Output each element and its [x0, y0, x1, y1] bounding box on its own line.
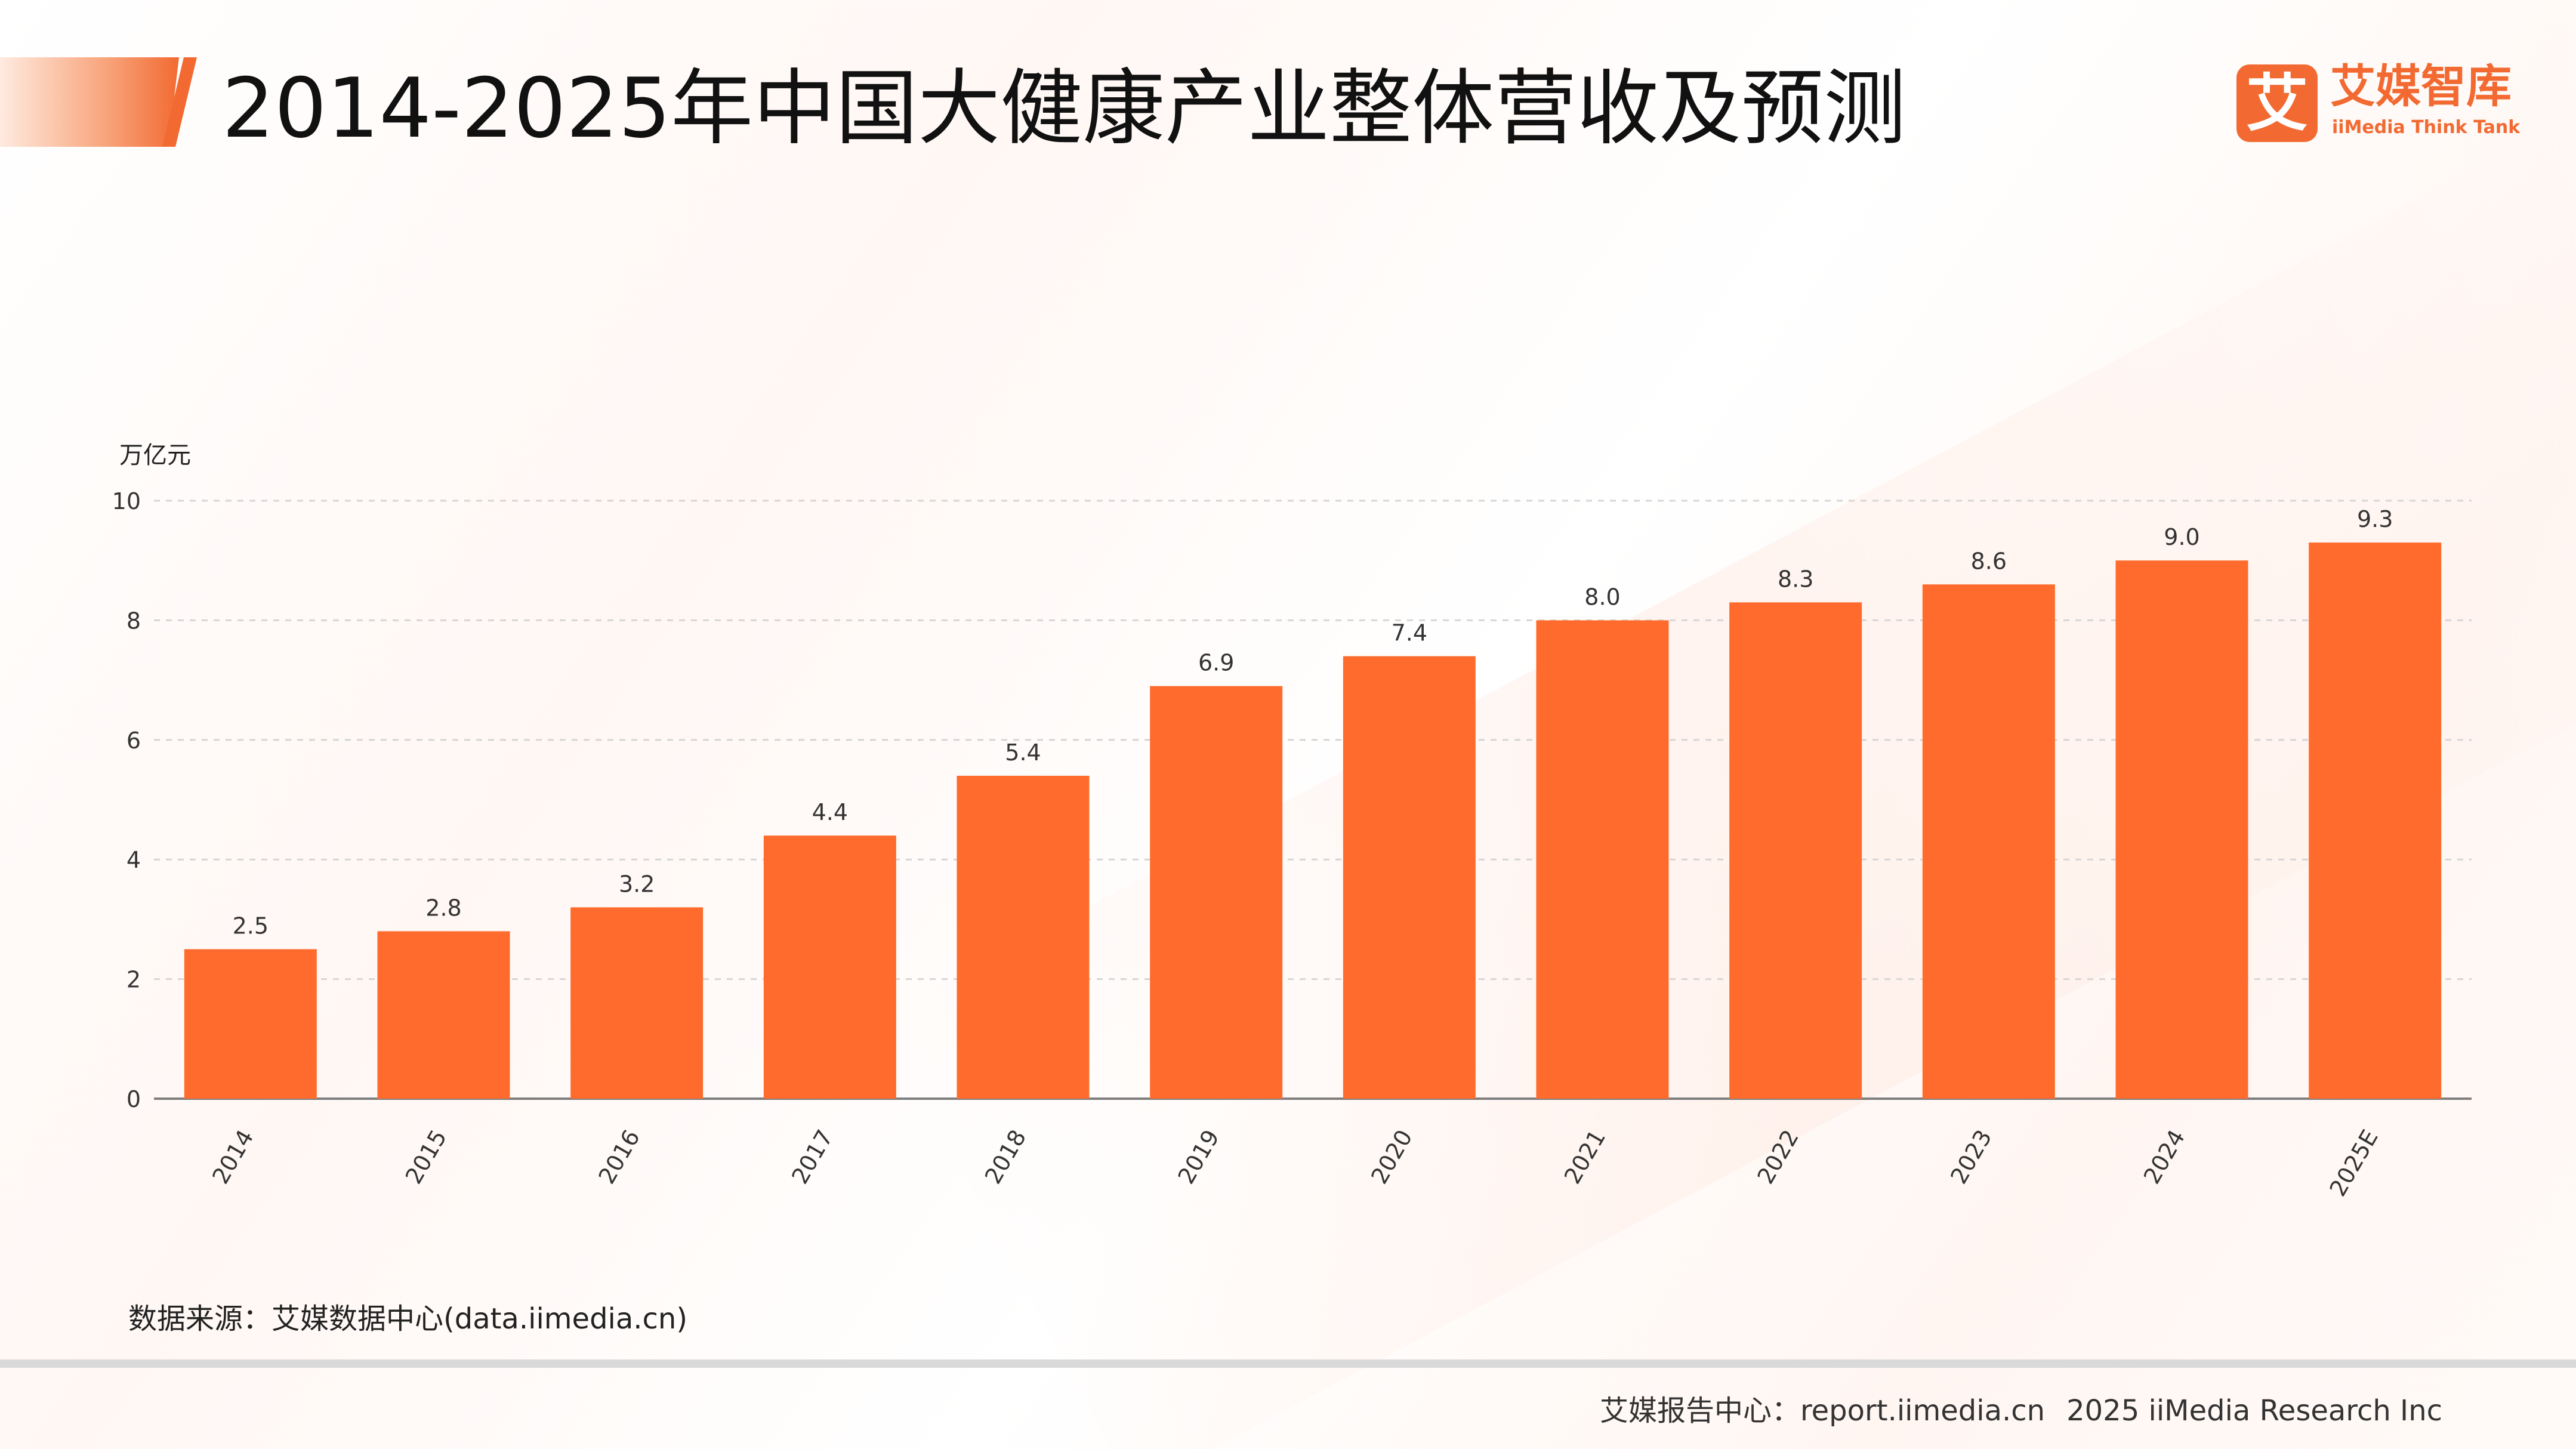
bar	[1150, 686, 1283, 1099]
y-tick-label: 8	[127, 608, 141, 634]
data-label: 5.4	[1005, 739, 1041, 766]
logo-name-en: iiMedia Think Tank	[2332, 117, 2521, 138]
y-tick-label: 0	[127, 1086, 141, 1112]
bar	[1343, 656, 1476, 1099]
bar	[570, 907, 704, 1099]
bar	[1729, 602, 1862, 1099]
title-accent-bar	[0, 57, 179, 147]
iimedia-logo-icon: 艾	[2236, 64, 2318, 142]
y-axis-unit-label: 万亿元	[119, 442, 191, 469]
data-label: 2.8	[425, 895, 461, 921]
x-tick-label: 2020	[1366, 1126, 1417, 1189]
y-tick-label: 6	[127, 727, 141, 754]
data-label: 8.0	[1584, 584, 1620, 610]
x-tick-label: 2024	[2139, 1126, 2190, 1189]
bar	[763, 836, 896, 1099]
bar	[1922, 584, 2055, 1099]
x-tick-label: 2025E	[2324, 1126, 2383, 1201]
bar	[957, 775, 1090, 1099]
logo-name-cn: 艾媒智库	[2330, 60, 2512, 113]
bar	[2115, 560, 2248, 1099]
x-tick-label: 2014	[207, 1126, 258, 1189]
data-label: 6.9	[1198, 650, 1234, 676]
x-tick-label: 2017	[786, 1126, 838, 1189]
bar	[2309, 542, 2442, 1099]
x-tick-label: 2021	[1559, 1126, 1611, 1189]
y-tick-label: 10	[112, 488, 141, 514]
bar	[184, 949, 317, 1099]
data-label: 8.6	[1971, 548, 2007, 574]
page-title: 2014-2025年中国大健康产业整体营收及预测	[222, 60, 1906, 156]
footer-copyright: 2025 iiMedia Research Inc	[2066, 1394, 2442, 1428]
x-tick-label: 2015	[400, 1126, 452, 1189]
x-tick-label: 2023	[1945, 1126, 1997, 1189]
x-tick-label: 2022	[1752, 1126, 1803, 1189]
bar	[1536, 620, 1669, 1099]
data-source: 数据来源：艾媒数据中心(data.iimedia.cn)	[128, 1302, 688, 1336]
data-label: 7.4	[1392, 620, 1427, 646]
data-label: 3.2	[619, 871, 655, 897]
footer: 艾媒报告中心：report.iimedia.cn 2025 iiMedia Res…	[1578, 1387, 2442, 1429]
footer-divider	[0, 1359, 2576, 1368]
data-label: 8.3	[1778, 566, 1813, 592]
y-tick-label: 2	[127, 967, 141, 993]
x-tick-label: 2016	[593, 1126, 644, 1189]
data-label: 9.3	[2357, 506, 2393, 532]
data-label: 2.5	[233, 913, 269, 939]
data-label: 4.4	[812, 799, 848, 825]
y-tick-label: 4	[127, 847, 141, 873]
footer-report-link[interactable]: 艾媒报告中心：report.iimedia.cn	[1599, 1394, 2046, 1428]
data-label: 9.0	[2164, 524, 2199, 550]
bar	[377, 931, 510, 1099]
x-tick-label: 2018	[980, 1126, 1031, 1189]
x-tick-label: 2019	[1173, 1125, 1224, 1188]
